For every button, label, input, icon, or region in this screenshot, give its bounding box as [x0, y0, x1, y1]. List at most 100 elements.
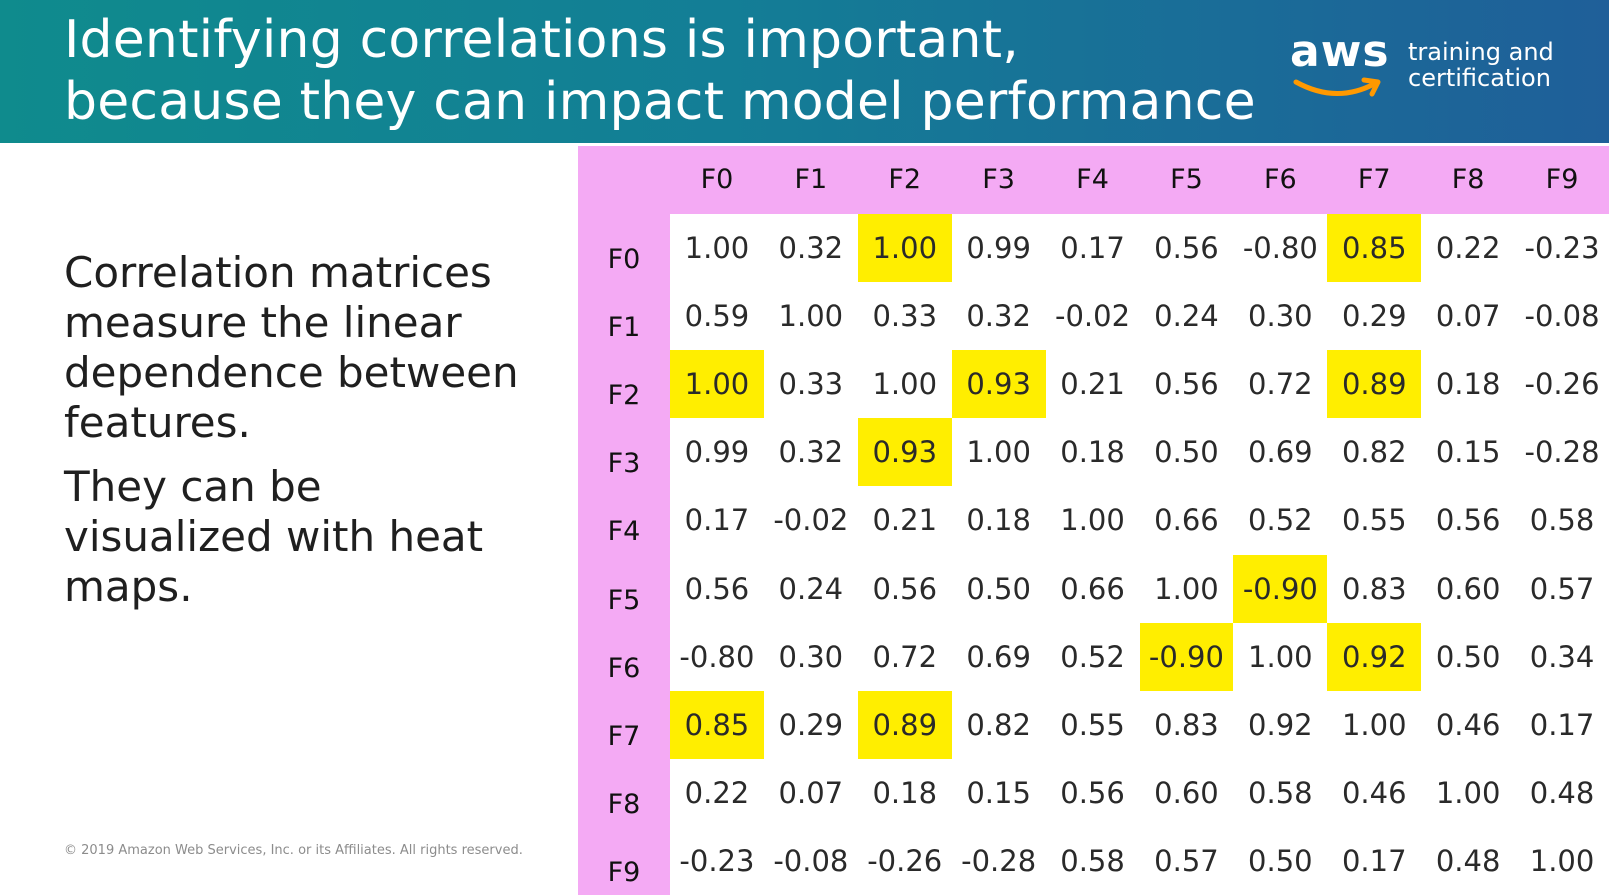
matrix-cell: 0.58: [1248, 775, 1313, 810]
matrix-cell: 0.52: [1060, 639, 1125, 674]
matrix-cell: 0.56: [1435, 503, 1501, 538]
matrix-cell: 0.18: [966, 503, 1031, 538]
matrix-cell: -0.02: [773, 503, 849, 538]
body-paragraph-2: They can be visualized with heat maps.: [64, 462, 484, 611]
matrix-column-label: F4: [1076, 164, 1109, 195]
matrix-cell: 0.56: [1060, 775, 1125, 810]
body-paragraph-1: Correlation matrices measure the linear …: [64, 248, 519, 447]
matrix-cell: -0.28: [961, 843, 1037, 878]
matrix-cell: -0.28: [1524, 435, 1600, 470]
matrix-cell: 0.92: [1248, 707, 1313, 742]
matrix-row-label: F8: [607, 788, 641, 820]
matrix-cell: 0.17: [684, 503, 750, 538]
matrix-cell: 0.46: [1435, 707, 1501, 742]
matrix-cell: 1.00: [778, 299, 844, 334]
matrix-cell: 0.48: [1529, 775, 1595, 810]
matrix-cell: -0.23: [1524, 231, 1600, 265]
matrix-cell: 0.15: [966, 775, 1031, 810]
matrix-cell: 0.60: [1154, 775, 1219, 810]
matrix-row-label: F2: [607, 380, 641, 412]
matrix-cell: 1.00: [966, 435, 1031, 470]
title-banner: Identifying correlations is important, b…: [0, 0, 1609, 143]
matrix-cell: 0.18: [872, 775, 938, 810]
matrix-cell: 0.52: [1248, 503, 1313, 538]
slide-title-line-2: because they can impact model performanc…: [64, 72, 1256, 132]
matrix-cell: 0.46: [1341, 775, 1407, 810]
matrix-cell: 1.00: [1529, 843, 1595, 878]
matrix-cell: 0.17: [1529, 707, 1595, 742]
matrix-column-label: F3: [982, 164, 1015, 195]
matrix-row-label: F6: [607, 652, 641, 684]
matrix-cell: 0.55: [1341, 503, 1407, 538]
matrix-cell: 0.50: [1248, 843, 1313, 878]
matrix-cell: 0.57: [1529, 571, 1595, 606]
matrix-column-label: F7: [1357, 164, 1391, 195]
matrix-cell: 1.00: [684, 231, 750, 265]
matrix-cell: 0.72: [872, 639, 938, 674]
slide-title-line-1: Identifying correlations is important,: [64, 10, 1019, 70]
matrix-cell: 0.32: [778, 435, 844, 470]
matrix-cell: 0.07: [778, 775, 844, 810]
matrix-cell: 0.69: [966, 639, 1031, 674]
matrix-column-label: F1: [794, 164, 828, 195]
matrix-row-label: F5: [607, 584, 641, 616]
matrix-cell: 0.56: [684, 571, 750, 606]
matrix-cell: 0.50: [966, 571, 1031, 606]
matrix-cell-highlighted: -0.90: [1139, 622, 1234, 691]
matrix-cell: 0.58: [1529, 503, 1595, 538]
matrix-cell-highlighted: 1.00: [670, 350, 764, 419]
matrix-cell: 0.17: [1341, 843, 1407, 878]
matrix-column-label: F0: [700, 164, 734, 195]
matrix-row-label: F4: [607, 516, 641, 548]
matrix-cell: 0.82: [966, 707, 1031, 742]
matrix-cell-highlighted: 0.92: [1327, 622, 1422, 691]
matrix-cell-highlighted: -0.90: [1233, 554, 1328, 623]
copyright-notice: © 2019 Amazon Web Services, Inc. or its …: [64, 843, 523, 858]
matrix-cell: -0.26: [1524, 367, 1600, 402]
matrix-cell: -0.26: [867, 843, 943, 878]
matrix-row-label: F3: [607, 448, 641, 480]
matrix-cell: 0.33: [872, 299, 938, 334]
matrix-cell: 0.59: [684, 299, 750, 334]
matrix-cell: 0.69: [1248, 435, 1313, 470]
matrix-cell: 1.00: [1060, 503, 1125, 538]
aws-training-logo: aws training and certification: [1290, 26, 1580, 116]
matrix-cell-highlighted: 0.85: [1327, 214, 1422, 283]
matrix-cell: -0.08: [1524, 299, 1600, 334]
logo-subtitle-line-1: training and: [1408, 38, 1554, 66]
matrix-row-label: F1: [607, 312, 641, 344]
matrix-cell: 0.55: [1060, 707, 1125, 742]
matrix-cell: -0.23: [679, 843, 755, 878]
matrix-cell: 0.29: [1341, 299, 1407, 334]
matrix-cell: 1.00: [1248, 639, 1313, 674]
matrix-cell: 0.22: [1435, 231, 1501, 265]
matrix-cell: 0.60: [1435, 571, 1501, 606]
matrix-cell-highlighted: 0.89: [857, 690, 952, 759]
matrix-row-header-band: [578, 214, 670, 895]
matrix-row-label: F7: [607, 720, 641, 752]
matrix-column-label: F8: [1451, 164, 1485, 195]
matrix-cell: 0.15: [1435, 435, 1501, 470]
matrix-cell: 0.99: [966, 231, 1031, 265]
matrix-cell: 0.07: [1435, 299, 1501, 334]
matrix-cell: -0.80: [679, 639, 755, 674]
matrix-cell: 0.48: [1435, 843, 1501, 878]
matrix-cell: 0.82: [1341, 435, 1407, 470]
matrix-cell: 0.21: [872, 503, 938, 538]
aws-wordmark: aws: [1290, 26, 1390, 77]
matrix-column-label: F2: [888, 164, 922, 195]
matrix-column-label: F9: [1545, 164, 1579, 195]
matrix-cell: 0.22: [684, 775, 750, 810]
correlation-matrix: F0 F1 F2 F3 F4 F5 F6 F7 F8 F9 F0 1.00 0.32 1.00 0.99 0.…: [578, 146, 1609, 895]
matrix-cell: 1.00: [1435, 775, 1501, 810]
aws-smile-icon: [1293, 77, 1381, 97]
matrix-cell-highlighted: 1.00: [857, 214, 952, 283]
matrix-cell: 0.34: [1529, 639, 1595, 674]
matrix-cell: 1.00: [1341, 707, 1407, 742]
matrix-cell: 0.32: [778, 231, 844, 265]
matrix-cell: 0.18: [1435, 367, 1501, 402]
logo-subtitle-line-2: certification: [1408, 64, 1551, 92]
matrix-column-label: F5: [1170, 164, 1203, 195]
matrix-cell: 0.32: [966, 299, 1031, 334]
matrix-cell: 0.24: [1154, 299, 1219, 334]
